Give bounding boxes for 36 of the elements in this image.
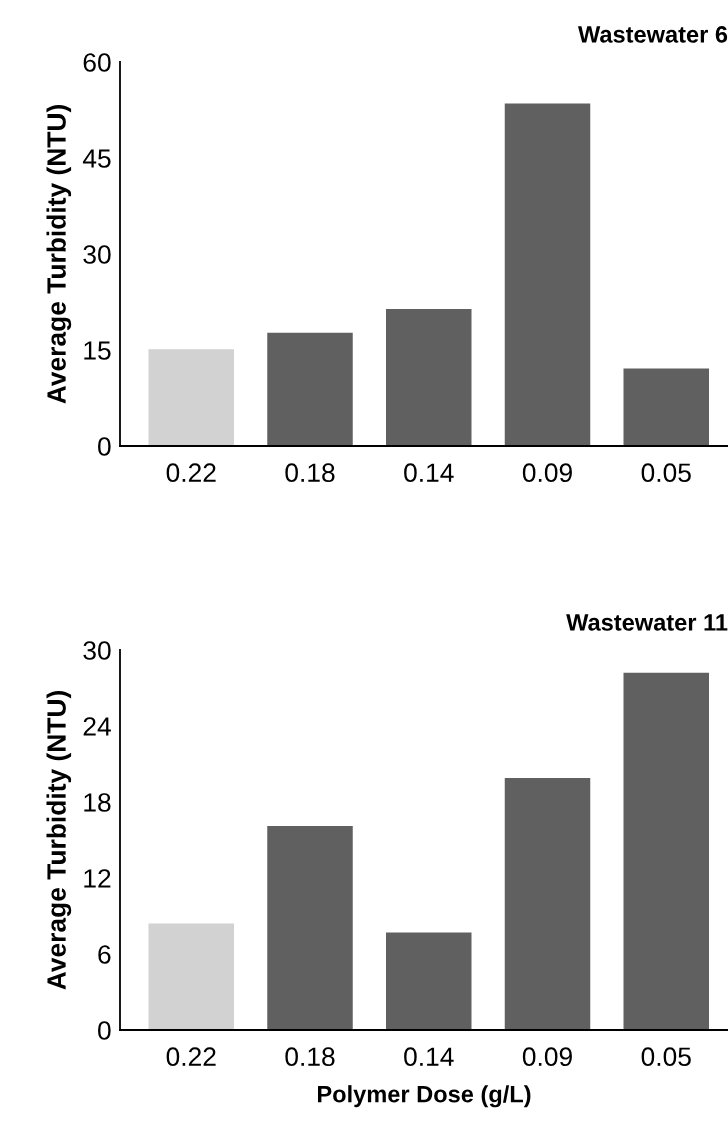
y-tick-label: 30 bbox=[83, 641, 111, 660]
x-tick-label: 0.14 bbox=[404, 463, 454, 483]
x-tick-label: 0.18 bbox=[285, 1047, 335, 1067]
y-tick-label: 24 bbox=[83, 717, 111, 736]
y-tick-label: 18 bbox=[84, 793, 111, 812]
bar bbox=[504, 103, 591, 446]
x-tick-label: 0.22 bbox=[166, 1047, 216, 1067]
x-tick-label: 0.18 bbox=[285, 463, 335, 483]
bar bbox=[267, 332, 353, 446]
bar bbox=[148, 349, 234, 446]
bar bbox=[623, 672, 709, 1030]
x-tick-label: 0.22 bbox=[166, 463, 216, 483]
x-tick-label: 0.14 bbox=[404, 1047, 454, 1067]
chart-title: Wastewater 6 bbox=[578, 26, 728, 43]
y-tick-label: 0 bbox=[98, 437, 111, 456]
y-tick-label: 0 bbox=[98, 1021, 111, 1040]
bar bbox=[267, 826, 353, 1030]
y-tick-label: 15 bbox=[84, 341, 111, 360]
bar bbox=[148, 923, 234, 1030]
y-tick-label: 45 bbox=[82, 149, 111, 168]
y-tick-label: 60 bbox=[83, 53, 111, 72]
y-tick-label: 12 bbox=[84, 869, 111, 888]
y-axis-title: Average Turbidity (NTU) bbox=[46, 105, 72, 404]
x-tick-label: 0.05 bbox=[641, 1047, 691, 1067]
bar bbox=[386, 309, 472, 446]
bar bbox=[386, 932, 472, 1030]
x-axis-title: Polymer Dose (g/L) bbox=[318, 1085, 531, 1108]
x-tick-label: 0.09 bbox=[522, 1047, 572, 1067]
y-tick-label: 6 bbox=[98, 945, 111, 964]
x-tick-label: 0.09 bbox=[522, 463, 572, 483]
y-tick-label: 30 bbox=[83, 245, 111, 264]
bar bbox=[504, 777, 591, 1030]
bar bbox=[623, 368, 709, 446]
chart-title: Wastewater 11 bbox=[566, 614, 728, 631]
x-tick-label: 0.05 bbox=[641, 463, 691, 483]
y-axis-title: Average Turbidity (NTU) bbox=[46, 691, 72, 990]
